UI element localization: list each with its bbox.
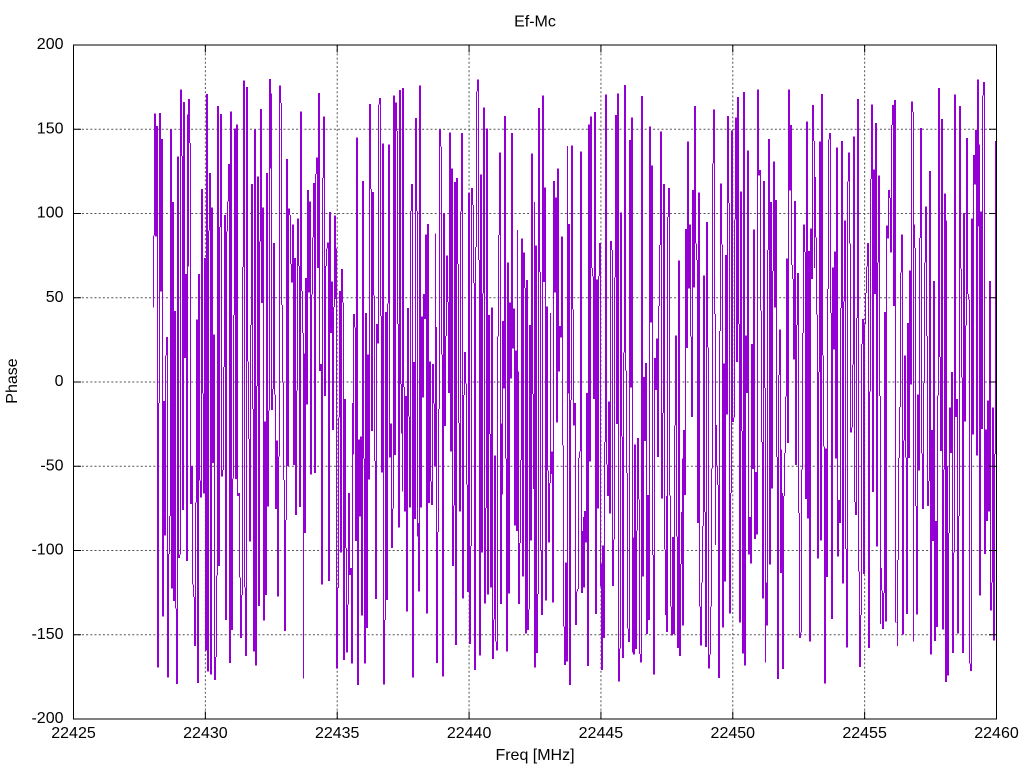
svg-text:22425: 22425 <box>51 725 96 742</box>
svg-text:-200: -200 <box>31 710 63 727</box>
svg-text:22445: 22445 <box>579 725 624 742</box>
svg-text:22450: 22450 <box>711 725 756 742</box>
svg-text:-150: -150 <box>31 626 63 643</box>
svg-text:22455: 22455 <box>842 725 887 742</box>
svg-text:-100: -100 <box>31 542 63 559</box>
svg-text:22440: 22440 <box>447 725 492 742</box>
svg-text:100: 100 <box>37 205 64 222</box>
svg-text:0: 0 <box>55 373 64 390</box>
svg-text:-50: -50 <box>40 457 63 474</box>
svg-text:200: 200 <box>37 36 64 53</box>
svg-text:22430: 22430 <box>183 725 228 742</box>
svg-text:22460: 22460 <box>974 725 1019 742</box>
svg-text:50: 50 <box>46 289 64 306</box>
svg-text:Ef-Mc: Ef-Mc <box>514 14 556 31</box>
svg-text:Freq [MHz]: Freq [MHz] <box>495 747 574 764</box>
svg-text:Phase: Phase <box>4 358 21 403</box>
svg-text:22435: 22435 <box>315 725 360 742</box>
svg-text:150: 150 <box>37 120 64 137</box>
